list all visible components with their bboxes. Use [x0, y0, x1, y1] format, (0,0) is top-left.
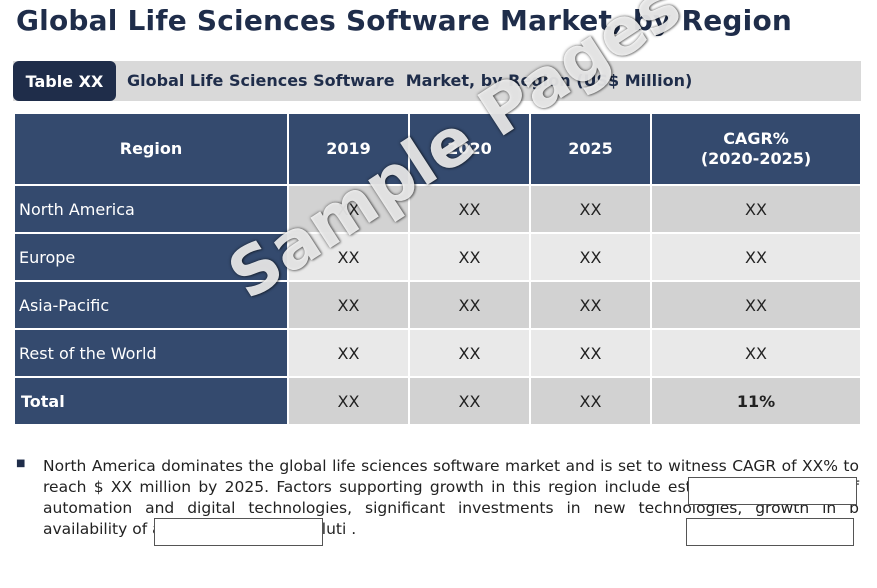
region-cell: Asia-Pacific [13, 280, 289, 330]
value-cell: XX [287, 184, 410, 234]
value-cell: XX [529, 376, 652, 426]
table-tag: Table XX [13, 61, 116, 101]
header-region: Region [13, 112, 289, 186]
value-cell: XX [529, 184, 652, 234]
header-cagr: CAGR% (2020-2025) [650, 112, 862, 186]
table-caption: Global Life Sciences Software Market, by… [127, 71, 693, 90]
redaction-box [154, 518, 323, 546]
total-row: Total XX XX XX 11% [13, 376, 862, 426]
header-2020: 2020 [408, 112, 531, 186]
value-cell: XX [287, 232, 410, 282]
region-cell: Rest of the World [13, 328, 289, 378]
value-cell: XX [287, 376, 410, 426]
region-cell: North America [13, 184, 289, 234]
table-row: North America XX XX XX XX [13, 184, 862, 234]
table-header-row: Region 2019 2020 2025 CAGR% (2020-2025) [13, 112, 862, 186]
table-row: Rest of the World XX XX XX XX [13, 328, 862, 378]
value-cell: XX [529, 328, 652, 378]
total-label: Total [13, 376, 289, 426]
header-2019: 2019 [287, 112, 410, 186]
value-cell: XX [650, 280, 862, 330]
region-cell: Europe [13, 232, 289, 282]
value-cell: XX [287, 328, 410, 378]
table-row: Europe XX XX XX XX [13, 232, 862, 282]
value-cell: XX [650, 184, 862, 234]
table-caption-bar [13, 61, 861, 101]
value-cell: XX [408, 184, 531, 234]
page-title: Global Life Sciences Software Market, by… [16, 4, 793, 37]
total-cagr-cell: 11% [650, 376, 862, 426]
bullet-icon: ■ [16, 458, 26, 469]
region-table: Region 2019 2020 2025 CAGR% (2020-2025) … [13, 112, 862, 426]
value-cell: XX [408, 376, 531, 426]
redaction-box [686, 518, 854, 546]
value-cell: XX [529, 280, 652, 330]
table-row: Asia-Pacific XX XX XX XX [13, 280, 862, 330]
value-cell: XX [408, 328, 531, 378]
redaction-box [688, 477, 857, 505]
header-2025: 2025 [529, 112, 652, 186]
value-cell: XX [408, 280, 531, 330]
value-cell: XX [287, 280, 410, 330]
value-cell: XX [529, 232, 652, 282]
value-cell: XX [650, 328, 862, 378]
value-cell: XX [650, 232, 862, 282]
value-cell: XX [408, 232, 531, 282]
